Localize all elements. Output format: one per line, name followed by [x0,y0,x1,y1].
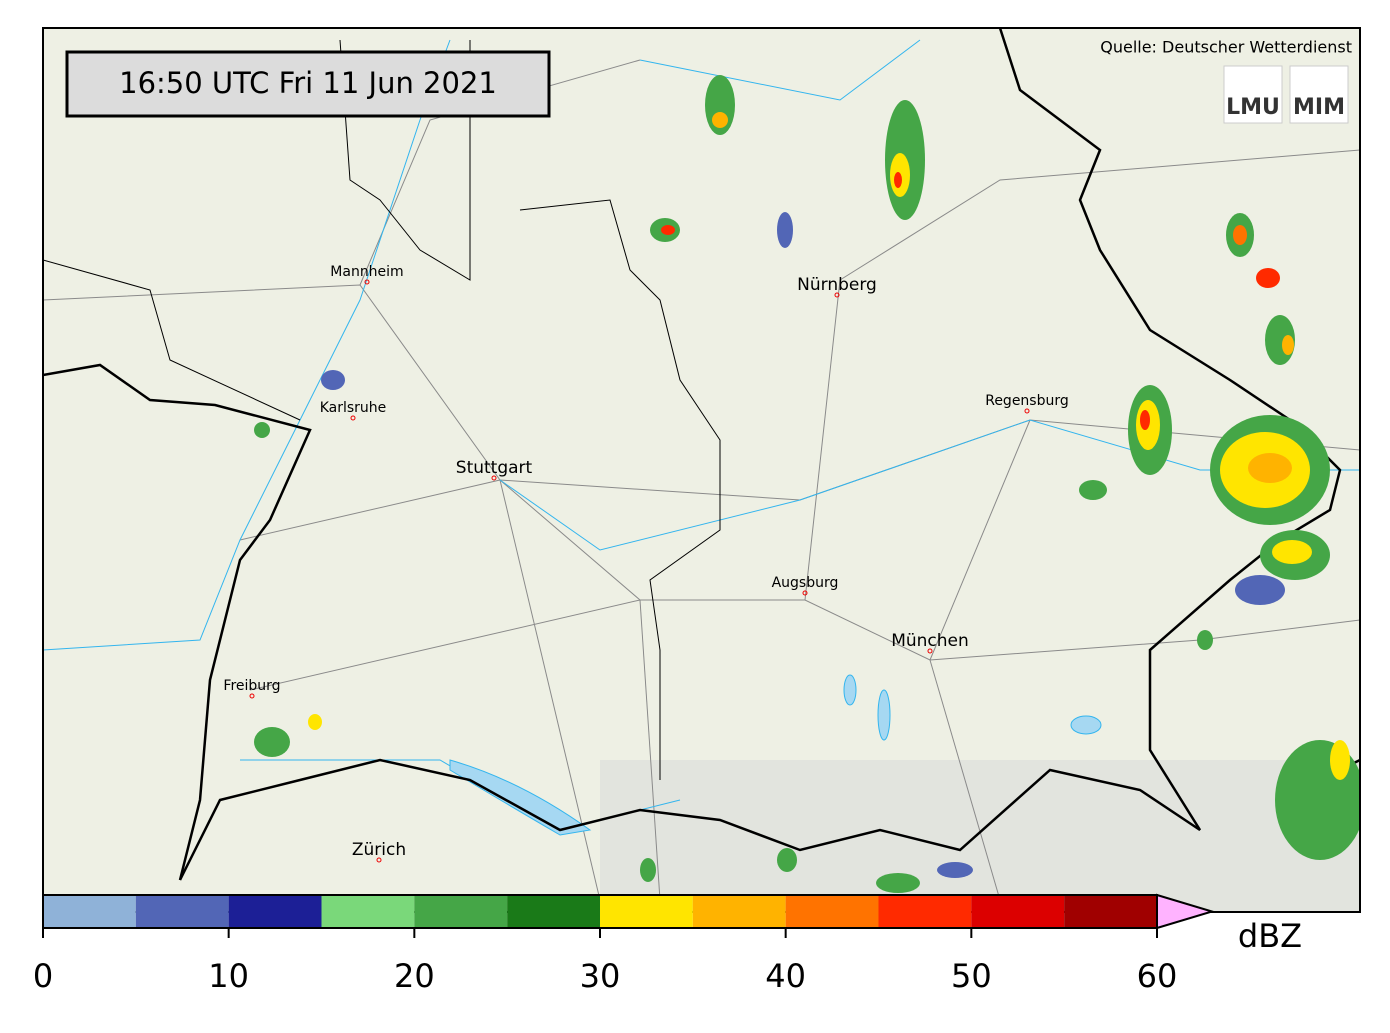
city-marker [376,857,382,863]
colorbar-segment [43,895,136,928]
colorbar-tick-label: 30 [580,957,621,995]
city-label: Augsburg [772,575,839,591]
alps-relief [600,760,1360,912]
logo-box [1289,65,1349,124]
city-marker [249,693,255,699]
city-label: Freiburg [223,678,280,694]
city-label: Regensburg [985,393,1069,409]
city-label: Zürich [352,840,406,860]
timestamp-box [65,50,551,118]
city-marker [1024,408,1030,414]
colorbar-segment [971,895,1065,928]
source-note: Quelle: Deutscher Wetterdienst [1100,38,1352,57]
colorbar-unit: dBZ [1238,917,1302,955]
map: Mannheim Nürnberg Karlsruhe Regensburg Stutt… [43,28,1360,912]
city-marker [834,292,840,298]
city-label: Karlsruhe [320,400,387,416]
logo-text: LMU [1226,95,1280,120]
colorbar-segment [1064,895,1157,928]
logo-box [1223,65,1283,124]
city-marker [802,590,808,596]
lake [877,689,891,741]
timestamp: 16:50 UTC Fri 11 Jun 2021 [119,66,497,100]
colorbar-segment [878,895,972,928]
lake [1070,715,1102,735]
colorbar-segment [600,895,693,928]
colorbar-tick-label: 20 [394,957,435,995]
city-marker [350,415,356,421]
colorbar-segment [507,895,600,928]
state-borders [43,39,721,780]
city-labels: Mannheim Nürnberg Karlsruhe Regensburg Stutt… [223,264,1069,863]
city-marker [491,475,497,481]
colorbar-segment [692,895,786,928]
radar-echoes [254,75,1360,893]
colorbar: 0 10 20 30 40 50 60 [33,893,1216,995]
colorbar-tick-label: 50 [951,957,992,995]
city-label: München [891,631,969,651]
colorbar-tick-label: 10 [208,957,249,995]
logo-text: MIM [1293,95,1345,120]
lake [843,674,857,706]
city-label: Nürnberg [797,275,877,295]
city-marker [927,648,933,654]
city-marker [364,279,370,285]
colorbar-segment [321,895,415,928]
city-label: Stuttgart [456,458,533,478]
colorbar-tick-label: 0 [33,957,53,995]
city-label: Mannheim [330,264,403,280]
colorbar-tick-label: 40 [765,957,806,995]
colorbar-segment [785,895,879,928]
lake [449,759,592,836]
colorbar-segment [414,895,508,928]
colorbar-segment [135,895,229,928]
colorbar-tick-label: 60 [1137,957,1178,995]
colorbar-segment [228,895,322,928]
